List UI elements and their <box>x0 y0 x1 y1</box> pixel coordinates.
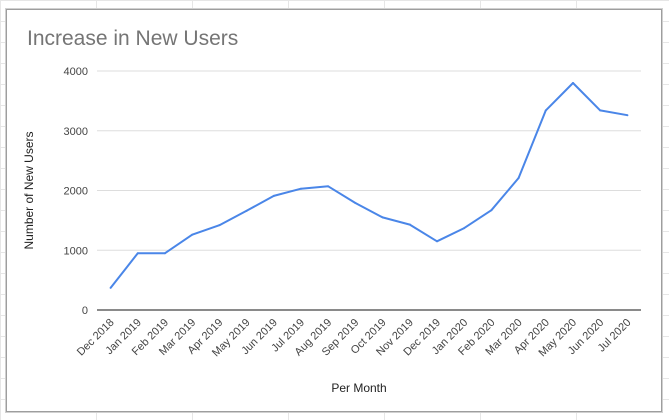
data-point <box>572 81 574 84</box>
data-point <box>463 227 466 230</box>
chart-title: Increase in New Users <box>27 27 239 50</box>
data-point <box>354 202 357 205</box>
data-point <box>436 240 438 243</box>
x-axis-title: Per Month <box>331 381 386 395</box>
data-point <box>626 114 629 117</box>
y-axis-title: Number of New Users <box>22 131 36 249</box>
y-tick-label: 3000 <box>64 126 88 138</box>
y-tick-label: 0 <box>82 305 88 317</box>
data-point <box>381 216 384 219</box>
y-tick-label: 1000 <box>64 245 88 257</box>
series-line <box>109 82 628 289</box>
y-axis: 0 1000 2000 3000 4000 <box>64 66 88 317</box>
data-point <box>218 224 221 227</box>
y-tick-label: 2000 <box>64 186 88 198</box>
data-point <box>164 252 166 255</box>
data-point <box>490 209 493 212</box>
y-tick-label: 4000 <box>64 66 88 78</box>
data-point <box>544 109 547 112</box>
data-point <box>300 187 302 190</box>
data-point <box>517 176 520 179</box>
data-point <box>327 185 330 188</box>
data-point <box>109 286 112 289</box>
data-point <box>136 252 139 255</box>
series-lines <box>109 81 629 289</box>
data-point <box>408 223 411 226</box>
gridlines <box>97 70 641 311</box>
data-point <box>272 194 275 197</box>
data-point <box>599 109 602 112</box>
data-point <box>191 233 194 236</box>
chart-container[interactable]: Increase in New Users 0 1000 2000 3000 4000 … <box>6 9 662 412</box>
data-point <box>245 209 248 212</box>
